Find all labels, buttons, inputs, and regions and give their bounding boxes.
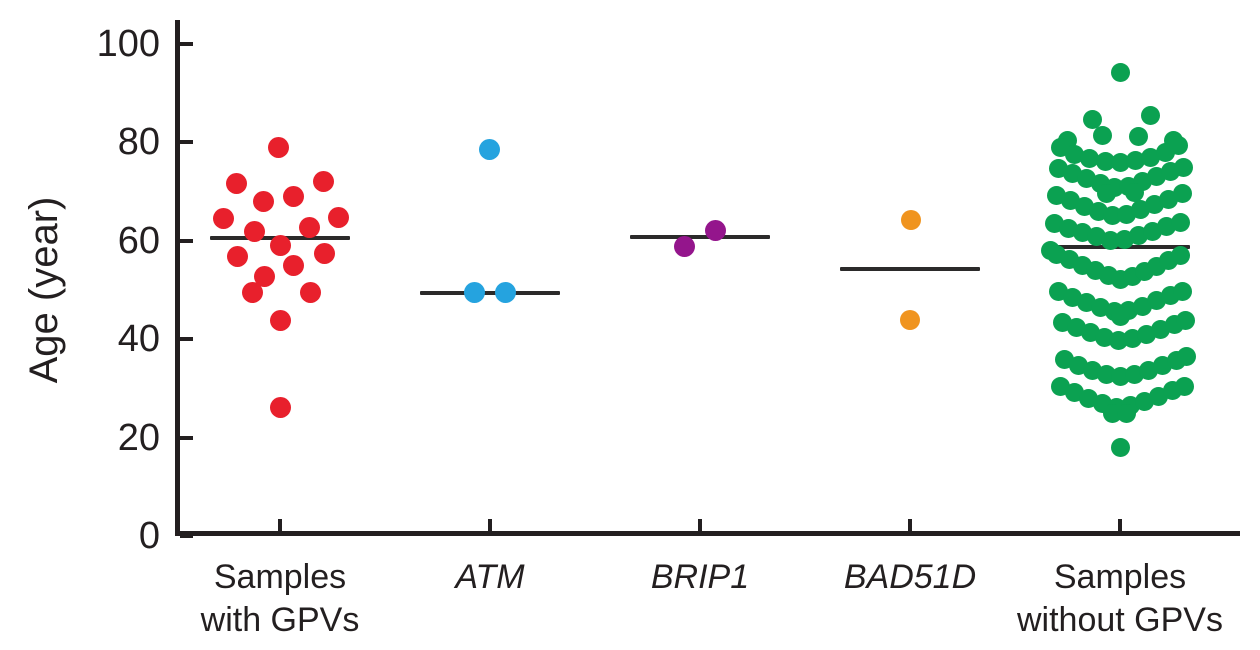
data-point (1110, 437, 1130, 457)
data-point (225, 172, 247, 194)
data-point (1092, 125, 1112, 145)
data-point (1172, 281, 1192, 301)
data-point (1140, 147, 1160, 167)
median-line (420, 290, 560, 295)
data-point (1174, 376, 1194, 396)
y-tick (180, 534, 193, 538)
data-point (1124, 183, 1144, 203)
data-point (494, 282, 516, 304)
data-point (673, 235, 695, 257)
y-tick (180, 337, 193, 342)
y-tick (180, 42, 193, 46)
data-point (901, 210, 921, 231)
data-point (241, 282, 263, 304)
data-point (212, 207, 234, 229)
data-point (269, 396, 291, 418)
y-axis-title: Age (year) (22, 196, 66, 384)
x-category-label: Samples without GPVs (1017, 558, 1223, 639)
data-point (1096, 184, 1116, 204)
data-point (252, 191, 274, 213)
x-tick (278, 519, 282, 531)
data-point (1110, 152, 1130, 172)
x-category-label: ATM (455, 558, 525, 596)
y-tick-label: 100 (96, 23, 160, 65)
data-point (1116, 404, 1136, 424)
data-point (1128, 126, 1148, 146)
y-tick-label: 80 (117, 121, 160, 164)
y-tick-label: 40 (117, 318, 160, 361)
data-point (327, 206, 349, 228)
data-point (478, 139, 500, 161)
data-point (1170, 245, 1190, 265)
data-point (282, 255, 304, 277)
y-tick-label: 60 (117, 219, 160, 262)
median-line (630, 234, 770, 239)
data-point (253, 265, 275, 287)
data-point (1110, 62, 1130, 82)
data-point (299, 282, 321, 304)
data-point (1140, 106, 1160, 126)
data-point (298, 216, 320, 238)
x-tick (1118, 519, 1122, 531)
y-tick (180, 140, 193, 145)
x-tick (698, 519, 702, 531)
x-axis-line (175, 531, 1240, 536)
data-point (1125, 151, 1145, 171)
y-tick-label: 0 (138, 515, 160, 557)
x-tick (488, 519, 492, 531)
data-point (282, 185, 304, 207)
y-tick-label: 20 (117, 416, 160, 459)
y-axis-line (175, 20, 180, 536)
data-point (269, 309, 291, 331)
data-point (243, 221, 265, 243)
y-tick (180, 238, 193, 243)
data-point (704, 220, 726, 242)
data-point (1064, 144, 1084, 164)
y-tick (180, 435, 193, 440)
data-point (1082, 110, 1102, 130)
data-point (313, 242, 335, 264)
data-point (312, 171, 334, 193)
data-point (1170, 212, 1190, 232)
data-point (1102, 403, 1122, 423)
x-category-label: Samples with GPVs (200, 558, 360, 639)
data-point (267, 137, 289, 159)
data-point (269, 234, 291, 256)
data-point (1172, 184, 1192, 204)
data-point (226, 245, 248, 267)
data-point (1095, 151, 1115, 171)
data-point (1079, 148, 1099, 168)
data-point (1173, 158, 1193, 178)
x-category-label: BAD51D (843, 558, 977, 596)
x-tick (908, 519, 912, 531)
data-point (1176, 347, 1196, 367)
median-line (840, 266, 980, 271)
data-point (463, 282, 485, 304)
data-point (1175, 311, 1195, 330)
x-category-label: BRIP1 (650, 558, 750, 596)
data-point (1110, 306, 1130, 326)
data-point (900, 310, 920, 330)
data-point (1168, 136, 1188, 156)
